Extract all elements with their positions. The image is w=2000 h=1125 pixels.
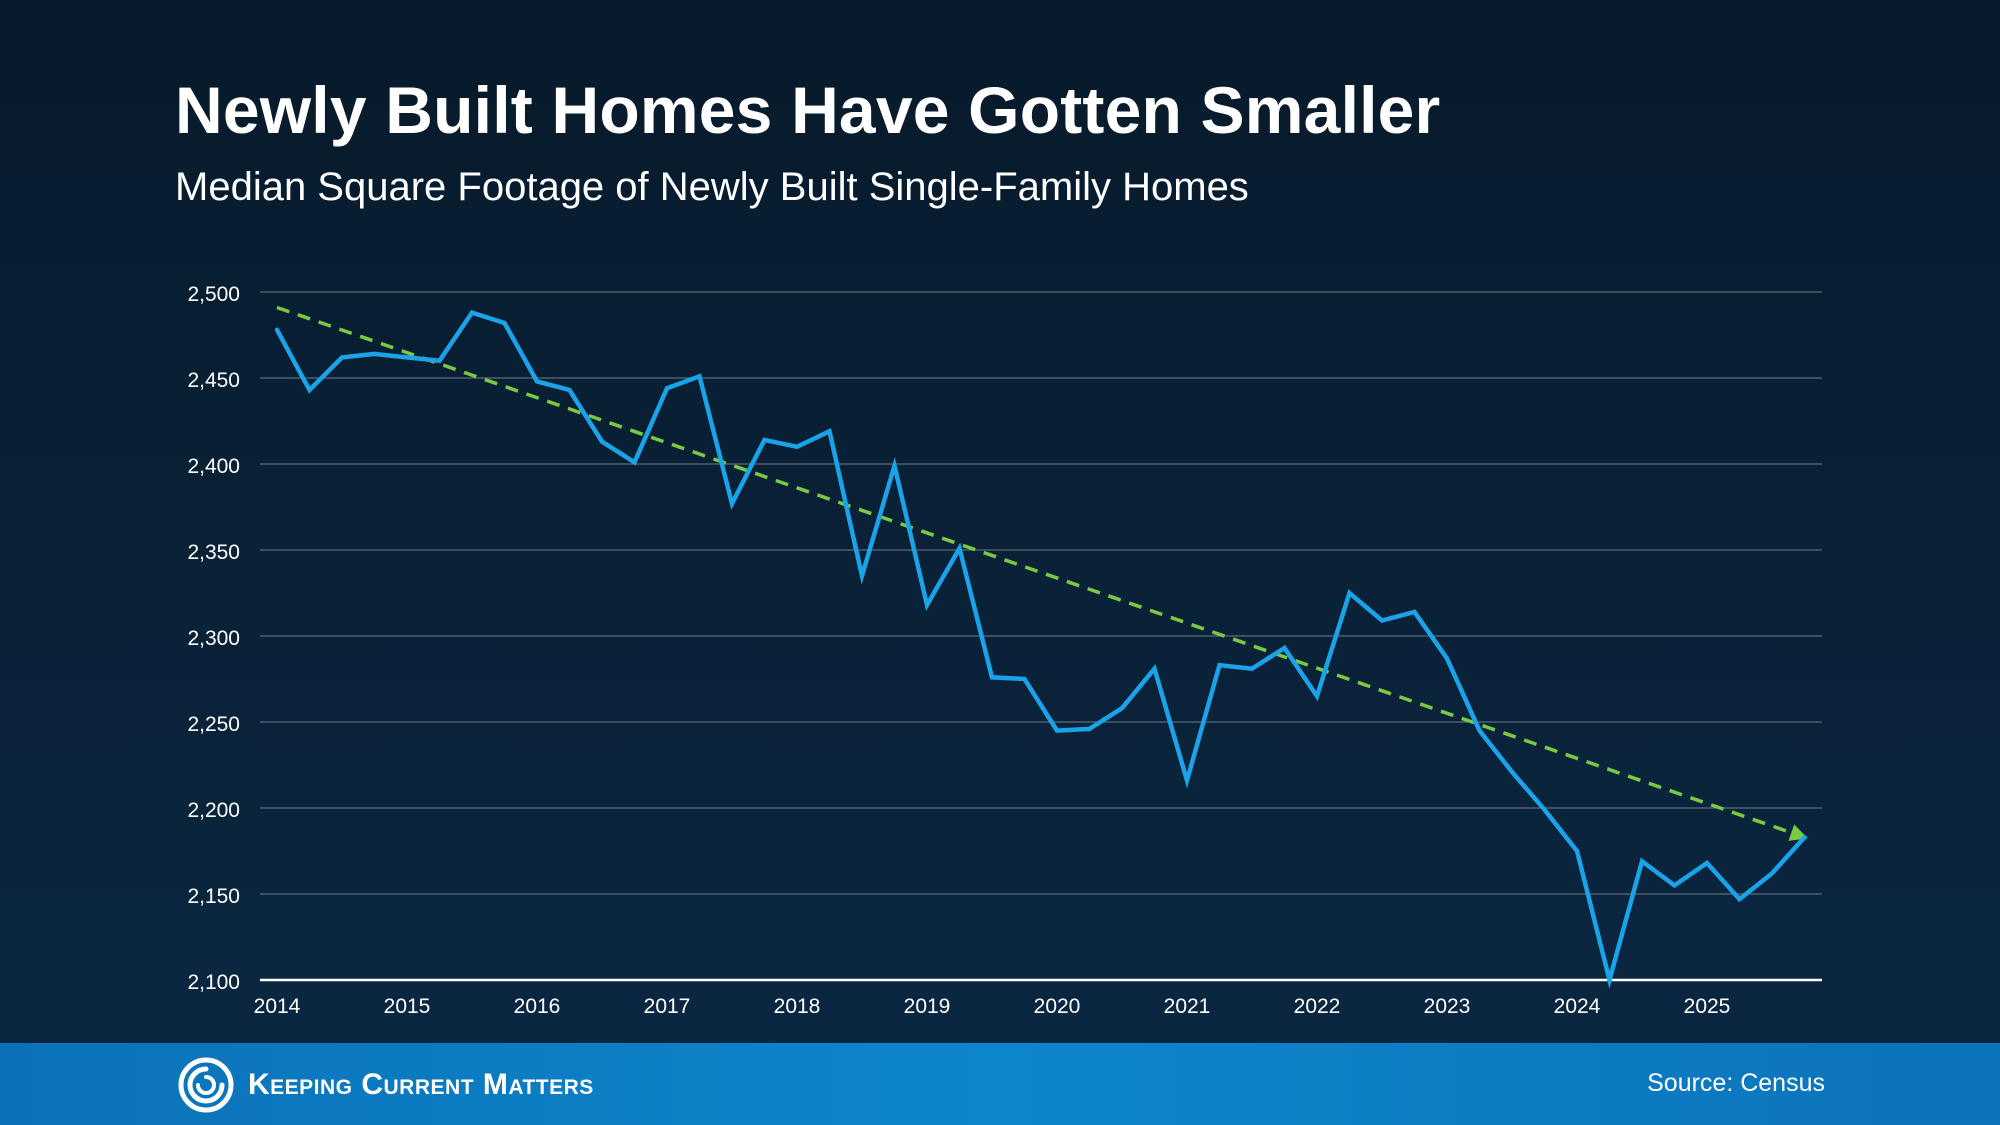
x-tick-label: 2016 <box>514 995 561 1018</box>
series-group <box>274 305 1808 989</box>
y-tick-label: 2,350 <box>187 541 240 564</box>
series-line-median-sqft <box>274 309 1807 989</box>
x-tick-label: 2018 <box>774 995 821 1018</box>
x-tick-label: 2014 <box>254 995 301 1018</box>
y-tick-label: 2,150 <box>187 885 240 908</box>
chart-subtitle: Median Square Footage of Newly Built Sin… <box>175 165 1249 209</box>
x-axis: 2014 2015 2016 2017 2018 2019 2020 2021 2022 2023… <box>254 995 1731 1018</box>
x-tick-label: 2015 <box>384 995 431 1018</box>
x-tick-label: 2023 <box>1424 995 1471 1018</box>
y-tick-label: 2,100 <box>187 971 240 994</box>
kcm-logo-icon <box>178 1057 234 1113</box>
x-tick-label: 2017 <box>644 995 691 1018</box>
y-axis: 2,100 2,150 2,200 2,250 2,300 2,350 2,400 2,450… <box>187 283 240 994</box>
source-note: Source: Census <box>1647 1069 1825 1097</box>
x-tick-label: 2024 <box>1554 995 1601 1018</box>
y-tick-label: 2,250 <box>187 713 240 736</box>
chart-title: Newly Built Homes Have Gotten Smaller <box>175 73 1441 147</box>
gridlines <box>260 291 1822 982</box>
trend-line <box>276 305 1808 841</box>
brand-logo: Keeping Current Matters <box>178 1057 594 1113</box>
x-tick-label: 2019 <box>904 995 951 1018</box>
x-tick-label: 2022 <box>1294 995 1341 1018</box>
x-tick-label: 2025 <box>1684 995 1731 1018</box>
y-tick-label: 2,200 <box>187 799 240 822</box>
y-tick-label: 2,400 <box>187 455 240 478</box>
y-tick-label: 2,500 <box>187 283 240 306</box>
y-tick-label: 2,450 <box>187 369 240 392</box>
x-tick-label: 2020 <box>1034 995 1081 1018</box>
y-tick-label: 2,300 <box>187 627 240 650</box>
x-tick-label: 2021 <box>1164 995 1211 1018</box>
brand-name: Keeping Current Matters <box>248 1068 594 1101</box>
footer-bar: Keeping Current Matters Source: Census <box>0 1043 2000 1125</box>
